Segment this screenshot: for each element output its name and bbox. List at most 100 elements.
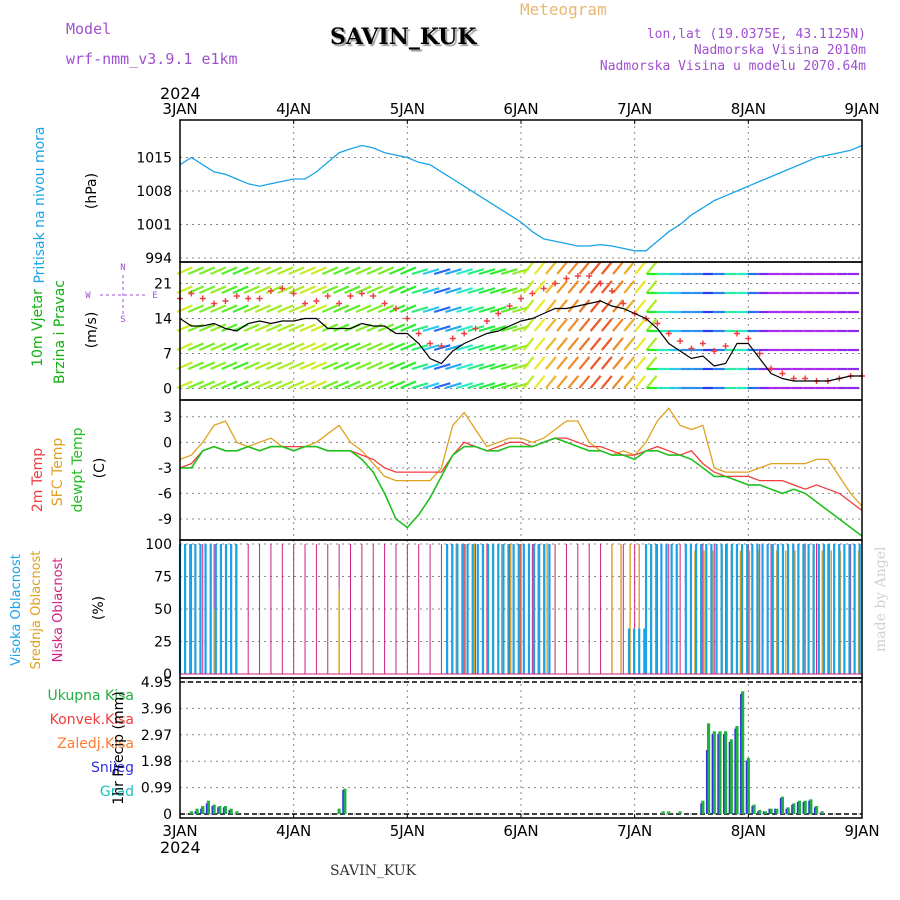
wind-arrow xyxy=(522,375,535,389)
wind-arrow xyxy=(400,342,417,352)
wind-arrow xyxy=(333,342,350,352)
wind-arrow xyxy=(567,318,580,332)
wind-arrow xyxy=(232,380,249,390)
wind-arrow xyxy=(210,380,227,390)
wind-arrow xyxy=(411,268,429,276)
wind-arrow xyxy=(623,337,636,351)
pressure-axis-label: Pritisak na nivou mora xyxy=(32,126,48,283)
wind-arrow xyxy=(556,299,568,313)
wind-arrow xyxy=(601,337,613,351)
wind-arrow xyxy=(321,323,339,333)
wind-arrow xyxy=(567,280,580,294)
wind-arrow xyxy=(467,306,485,314)
wind-arrow xyxy=(645,337,658,351)
wind-arrow xyxy=(456,287,473,295)
precip-rain-bar xyxy=(809,799,813,814)
wind-arrow xyxy=(321,304,339,314)
wind-arrow xyxy=(489,382,507,390)
wind-arrow xyxy=(388,266,406,276)
x-tick-label-top: 7JAN xyxy=(617,100,652,118)
precip-snow-bar xyxy=(217,807,219,814)
precip-snow-bar xyxy=(711,734,714,814)
temp-unit: (C) xyxy=(92,458,108,479)
wind-arrow xyxy=(243,380,260,390)
wind-arrow xyxy=(333,266,350,276)
wind-arrow xyxy=(634,356,647,370)
gust-marker xyxy=(404,315,411,322)
wind-arrow xyxy=(400,380,417,390)
precip-rain-bar xyxy=(189,811,193,814)
wind-arrow xyxy=(556,356,568,370)
x-tick-label-bottom: 5JAN xyxy=(390,822,425,840)
wind-arrow xyxy=(310,361,327,371)
gust-marker xyxy=(370,293,377,299)
wind-arrow xyxy=(310,380,327,390)
wind-arrow xyxy=(355,380,372,390)
wind-arrow xyxy=(623,318,636,332)
y-tick-label: 0.99 xyxy=(141,781,172,797)
wind-arrow xyxy=(645,356,658,370)
wind-arrow xyxy=(299,323,316,333)
wind-arrow xyxy=(266,380,283,390)
wind-arrow xyxy=(445,363,462,371)
wind-arrow xyxy=(221,361,238,371)
wind-arrow xyxy=(623,356,636,370)
wind-arrow xyxy=(556,337,568,351)
wind-arrow xyxy=(489,268,507,276)
wind-arrow xyxy=(377,342,395,352)
wind-arrow xyxy=(478,287,496,295)
wind-arrow xyxy=(288,304,305,314)
wind-arrow xyxy=(433,268,451,276)
wind-arrow xyxy=(533,280,546,294)
wind-arrow xyxy=(445,344,462,352)
wind-arrow xyxy=(243,304,260,314)
wind-arrow xyxy=(634,318,647,332)
wind-arrow xyxy=(221,266,238,276)
gust-marker xyxy=(518,295,524,302)
wind-arrow xyxy=(333,380,350,390)
compass-e: E xyxy=(152,291,157,301)
gust-marker xyxy=(586,273,593,279)
wind-arrow xyxy=(433,306,451,314)
gust-marker xyxy=(336,300,343,307)
wind-arrow xyxy=(388,285,406,295)
wind-arrow xyxy=(601,318,613,332)
gust-marker xyxy=(415,330,422,337)
wind-arrow xyxy=(500,363,518,371)
wind-arrow xyxy=(589,318,602,332)
precip-snow-bar xyxy=(342,790,344,814)
precip-rain-bar xyxy=(661,811,665,814)
wind-arrow xyxy=(645,318,658,332)
wind-arrow xyxy=(187,380,204,390)
precip-rain-bar xyxy=(206,800,211,814)
precip-snow-bar xyxy=(700,803,702,814)
wind-arrow xyxy=(433,344,451,352)
wind-arrow xyxy=(266,361,283,371)
wind-arrow xyxy=(299,285,316,295)
precip-snow-bar xyxy=(211,806,213,814)
wind-arrow xyxy=(578,299,591,313)
y-tick-label: 14 xyxy=(154,312,172,328)
precip-rain-bar xyxy=(229,808,233,814)
wind-arrow xyxy=(321,285,339,295)
precip-snow-bar xyxy=(705,750,708,814)
wind-arrow xyxy=(288,342,305,352)
wind-arrow xyxy=(433,382,451,390)
credit-text: made by Angel xyxy=(873,546,889,652)
gust-marker xyxy=(722,343,729,349)
precip-snow-bar xyxy=(228,810,230,814)
wind-arrow xyxy=(422,287,440,295)
y-tick-label: 0 xyxy=(163,435,172,451)
gust-marker xyxy=(654,320,661,327)
temp-axis-label-2m: 2m Temp xyxy=(30,448,46,512)
wind-arrow xyxy=(445,325,462,333)
wind-arrow xyxy=(288,285,305,295)
precip-rain-bar xyxy=(724,731,728,814)
precip-rain-bar xyxy=(814,806,819,814)
wind-arrow xyxy=(299,266,316,276)
wind-arrow xyxy=(355,361,372,371)
y-tick-label: 0 xyxy=(163,807,172,823)
x-tick-label-top: 4JAN xyxy=(276,100,311,118)
wind-arrow xyxy=(388,361,406,371)
precip-snow-bar xyxy=(802,802,804,814)
